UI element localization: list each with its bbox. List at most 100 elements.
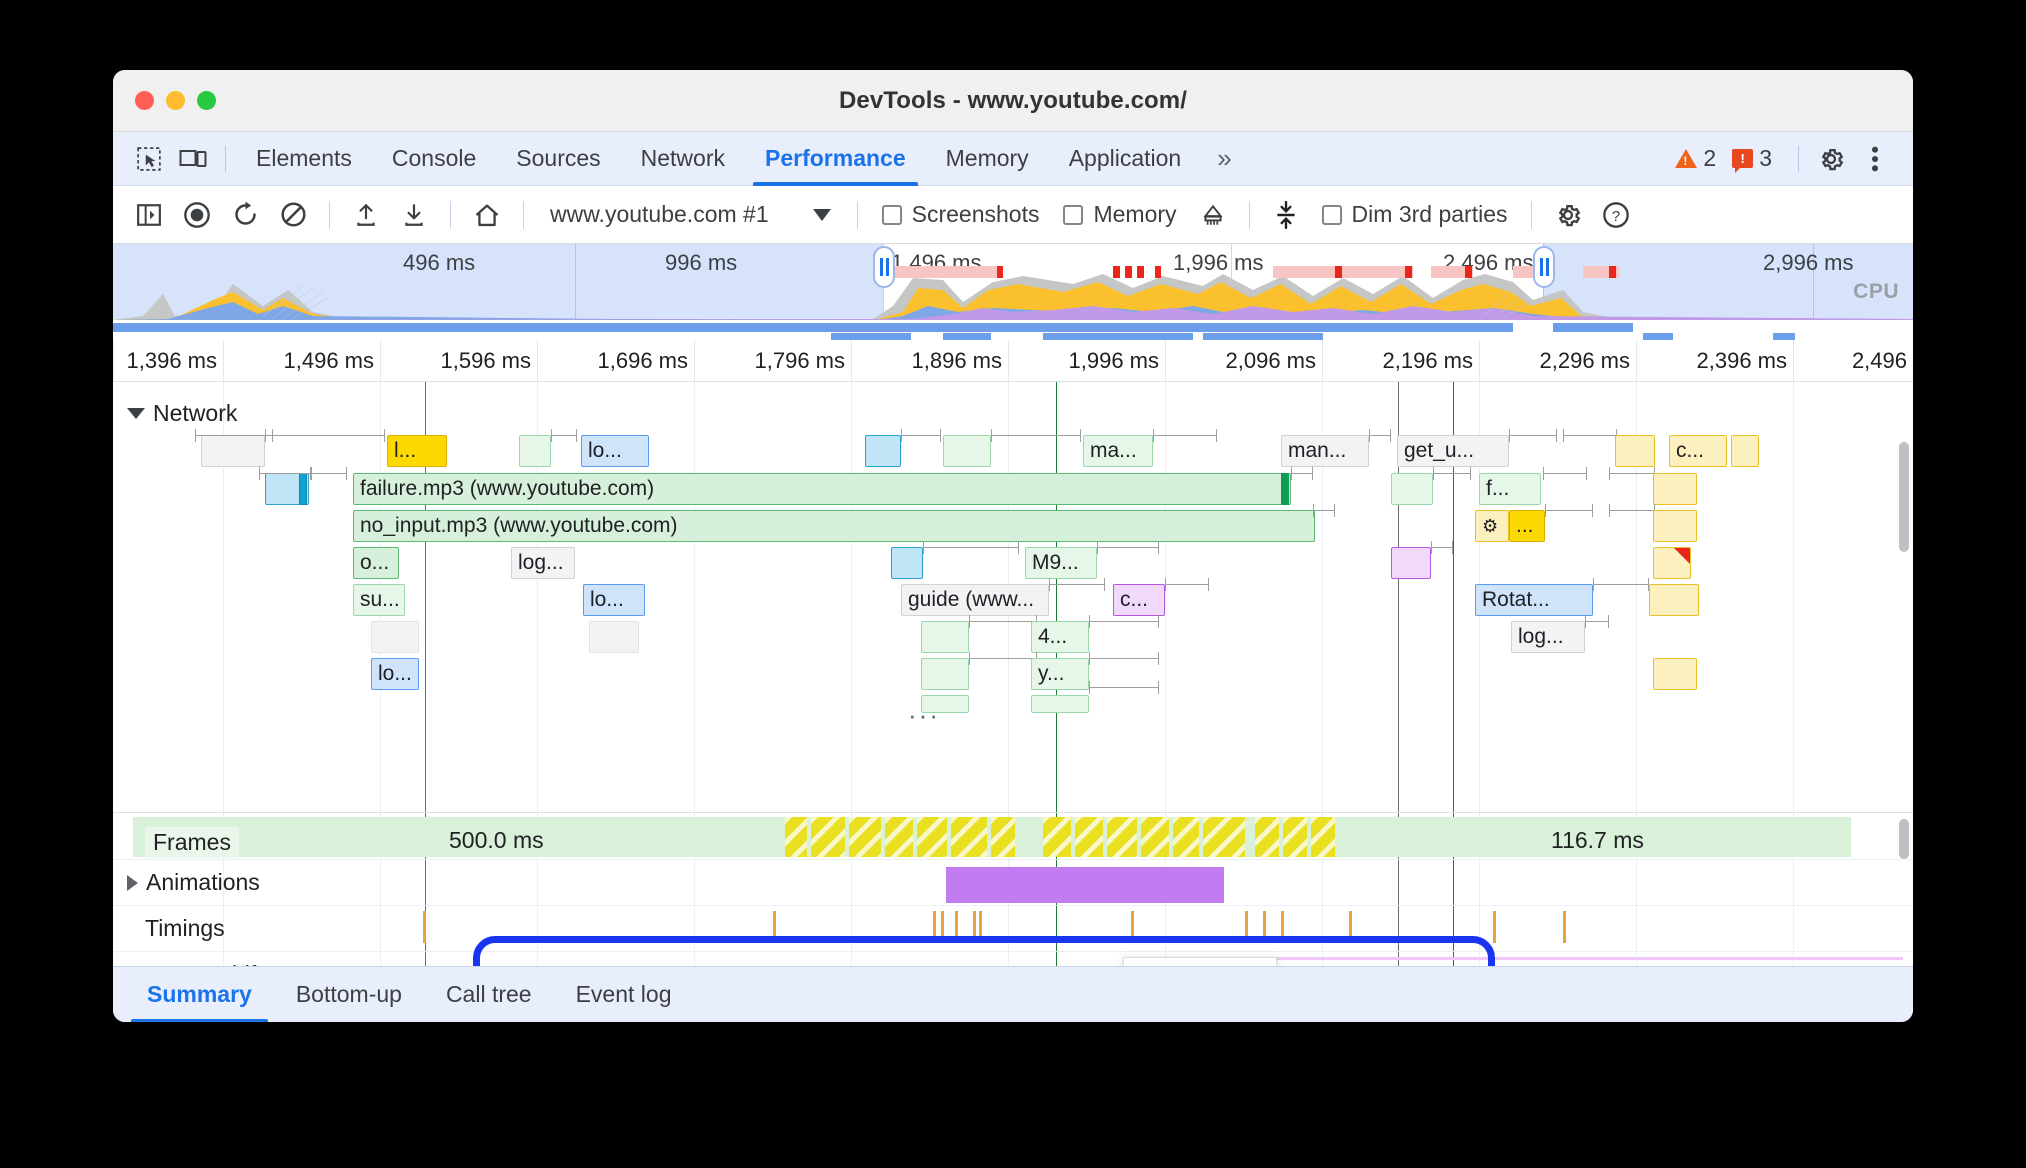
- network-request[interactable]: get_u...: [1397, 435, 1509, 467]
- network-request[interactable]: guide (www...: [901, 584, 1049, 616]
- network-request[interactable]: ⚙: [1475, 510, 1509, 542]
- network-request[interactable]: ma...: [1083, 435, 1153, 467]
- network-request[interactable]: [1653, 547, 1691, 579]
- memory-checkbox[interactable]: Memory: [1051, 201, 1188, 228]
- network-track-header[interactable]: Network: [127, 400, 237, 427]
- network-request[interactable]: [589, 621, 639, 653]
- tab-event-log[interactable]: Event log: [554, 967, 694, 1023]
- network-overflow-indicator[interactable]: ···: [908, 700, 940, 730]
- network-request[interactable]: 4...: [1031, 621, 1089, 653]
- minimize-window-button[interactable]: [166, 91, 185, 110]
- network-request[interactable]: [1391, 547, 1431, 579]
- network-request[interactable]: [1031, 695, 1089, 713]
- network-request[interactable]: [891, 547, 923, 579]
- tab-sources[interactable]: Sources: [496, 132, 620, 186]
- tab-console[interactable]: Console: [372, 132, 496, 186]
- network-scrollbar[interactable]: [1899, 442, 1909, 552]
- network-request[interactable]: [371, 621, 419, 653]
- checkbox-box: [881, 204, 902, 225]
- network-request[interactable]: [519, 435, 551, 467]
- sidebar-toggle-icon[interactable]: [125, 195, 173, 235]
- overview-tick-label: 2,996 ms: [1763, 250, 1854, 275]
- timings-row-label[interactable]: Timings: [145, 915, 225, 942]
- network-request[interactable]: c...: [1113, 584, 1165, 616]
- network-request[interactable]: [865, 435, 901, 467]
- collapse-icon[interactable]: [1262, 195, 1310, 235]
- network-request[interactable]: lo...: [583, 584, 645, 616]
- network-request[interactable]: [1653, 473, 1697, 505]
- tab-network[interactable]: Network: [621, 132, 745, 186]
- animations-row-label[interactable]: Animations: [127, 869, 260, 896]
- tab-call-tree[interactable]: Call tree: [424, 967, 554, 1023]
- gear-icon[interactable]: [1544, 195, 1592, 235]
- dim-third-parties-checkbox[interactable]: Dim 3rd parties: [1310, 201, 1520, 228]
- network-request[interactable]: man...: [1281, 435, 1369, 467]
- network-request[interactable]: o...: [353, 547, 399, 579]
- network-request[interactable]: [1653, 658, 1697, 690]
- reload-icon[interactable]: [221, 195, 269, 235]
- network-request[interactable]: no_input.mp3 (www.youtube.com): [353, 510, 1315, 542]
- animation-bar[interactable]: [946, 867, 1224, 903]
- origin-select[interactable]: www.youtube.com #1: [536, 201, 845, 228]
- network-request[interactable]: [921, 658, 969, 690]
- clear-icon[interactable]: [269, 195, 317, 235]
- home-icon[interactable]: [463, 195, 511, 235]
- tab-elements[interactable]: Elements: [236, 132, 372, 186]
- request-label: c...: [1676, 439, 1705, 462]
- network-request[interactable]: f...: [1479, 473, 1541, 505]
- network-request[interactable]: [1391, 473, 1433, 505]
- network-request[interactable]: Rotat...: [1475, 584, 1593, 616]
- timeline-overview[interactable]: 496 ms 996 ms 1,496 ms 1,996 ms 2,496 ms…: [113, 244, 1913, 340]
- network-request[interactable]: [201, 435, 265, 467]
- errors-badge[interactable]: ! 3: [1732, 145, 1772, 173]
- inspect-element-icon[interactable]: [127, 141, 171, 177]
- overview-right-handle[interactable]: [1533, 246, 1555, 288]
- network-request[interactable]: [921, 695, 969, 713]
- network-request[interactable]: lo...: [371, 658, 419, 690]
- overview-left-handle[interactable]: [873, 246, 895, 288]
- network-request[interactable]: [943, 435, 991, 467]
- download-icon[interactable]: [390, 195, 438, 235]
- upload-icon[interactable]: [342, 195, 390, 235]
- network-track-area[interactable]: Network l... lo... ma... man... get_u...…: [113, 382, 1913, 812]
- close-window-button[interactable]: [135, 91, 154, 110]
- devtools-tabbar: Elements Console Sources Network Perform…: [113, 132, 1913, 186]
- gear-icon[interactable]: [1809, 141, 1853, 177]
- overview-tick-label: 1,996 ms: [1173, 250, 1264, 275]
- device-toolbar-icon[interactable]: [171, 141, 215, 177]
- network-request[interactable]: [1731, 435, 1759, 467]
- tab-application[interactable]: Application: [1049, 132, 1202, 186]
- lower-scrollbar[interactable]: [1899, 819, 1909, 859]
- more-tabs-icon[interactable]: »: [1217, 143, 1232, 173]
- warnings-badge[interactable]: 2: [1675, 145, 1716, 172]
- network-request[interactable]: M9...: [1025, 547, 1097, 579]
- tab-performance[interactable]: Performance: [745, 132, 926, 186]
- network-request[interactable]: failure.mp3 (www.youtube.com): [353, 473, 1291, 505]
- network-request[interactable]: ...: [1509, 510, 1545, 542]
- request-label: log...: [1518, 625, 1564, 648]
- maximize-window-button[interactable]: [197, 91, 216, 110]
- timeline-ruler[interactable]: 1,396 ms 1,496 ms 1,596 ms 1,696 ms 1,79…: [113, 340, 1913, 382]
- more-vertical-icon[interactable]: [1853, 141, 1897, 177]
- network-request[interactable]: c...: [1669, 435, 1727, 467]
- network-request[interactable]: log...: [511, 547, 575, 579]
- window-titlebar: DevTools - www.youtube.com/: [113, 70, 1913, 132]
- network-request[interactable]: [1615, 435, 1655, 467]
- network-request[interactable]: y...: [1031, 658, 1089, 690]
- network-request[interactable]: l...: [387, 435, 447, 467]
- tab-memory[interactable]: Memory: [926, 132, 1049, 186]
- network-request[interactable]: log...: [1511, 621, 1585, 653]
- tab-label: Elements: [256, 145, 352, 171]
- frames-row-label[interactable]: Frames: [145, 827, 239, 858]
- network-request[interactable]: [1653, 510, 1697, 542]
- brush-icon[interactable]: [1189, 195, 1237, 235]
- screenshots-checkbox[interactable]: Screenshots: [870, 201, 1052, 228]
- help-icon[interactable]: ?: [1592, 195, 1640, 235]
- network-request[interactable]: lo...: [581, 435, 649, 467]
- network-request[interactable]: [1649, 584, 1699, 616]
- tab-bottom-up[interactable]: Bottom-up: [274, 967, 424, 1023]
- record-icon[interactable]: [173, 195, 221, 235]
- network-request[interactable]: [921, 621, 969, 653]
- tab-summary[interactable]: Summary: [125, 967, 274, 1022]
- network-request[interactable]: su...: [353, 584, 405, 616]
